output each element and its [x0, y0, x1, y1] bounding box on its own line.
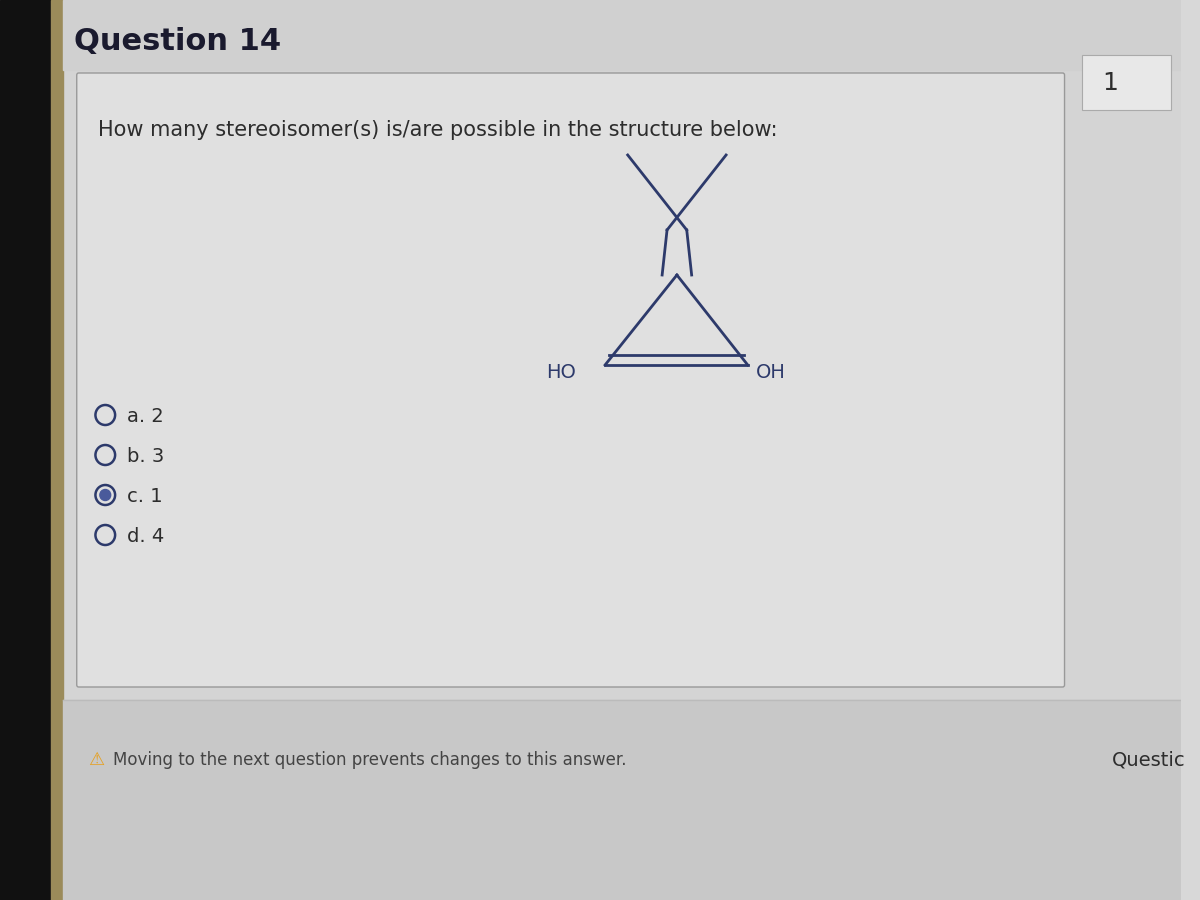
Text: a. 2: a. 2 [127, 407, 163, 426]
Circle shape [100, 490, 110, 500]
Text: OH: OH [756, 364, 786, 382]
Text: Question 14: Question 14 [73, 28, 281, 57]
Bar [52, 0, 62, 900]
Text: Questic: Questic [1111, 751, 1186, 770]
FancyBboxPatch shape [77, 73, 1064, 687]
Bar [0, 0, 54, 900]
Text: HO: HO [546, 364, 576, 382]
Text: b. 3: b. 3 [127, 446, 164, 465]
FancyBboxPatch shape [1082, 55, 1171, 110]
Bar [62, 0, 1181, 70]
Text: How many stereoisomer(s) is/are possible in the structure below:: How many stereoisomer(s) is/are possible… [98, 120, 778, 140]
Text: c. 1: c. 1 [127, 487, 162, 506]
Text: 1: 1 [1102, 71, 1117, 95]
Text: ⚠: ⚠ [89, 751, 104, 769]
Text: d. 4: d. 4 [127, 526, 164, 545]
Bar [62, 700, 1181, 900]
Text: Moving to the next question prevents changes to this answer.: Moving to the next question prevents cha… [113, 751, 626, 769]
